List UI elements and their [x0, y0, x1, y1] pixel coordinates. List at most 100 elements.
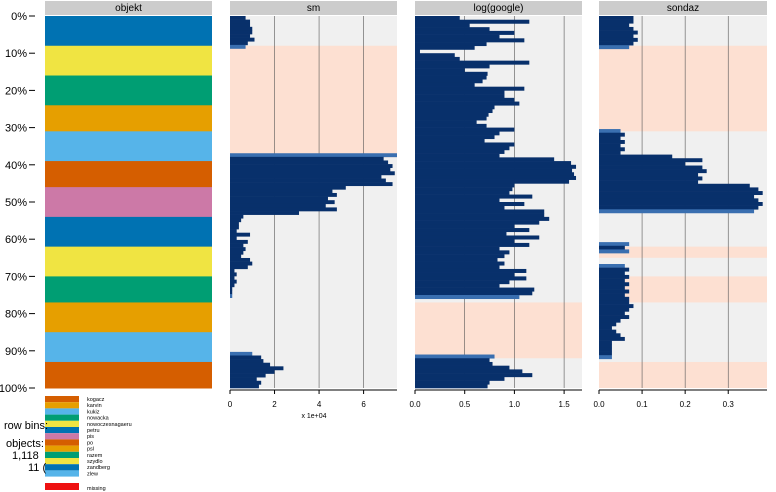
bar-google: [415, 365, 510, 370]
panel-header-objekt: [45, 1, 212, 15]
missing-band: [599, 361, 767, 388]
bar-google: [415, 205, 505, 210]
bar-google: [415, 283, 500, 288]
bar-google: [415, 94, 505, 99]
bar-sm: [230, 19, 251, 24]
bar-google: [415, 120, 477, 125]
bar-google: [415, 198, 500, 203]
bar-sondaz: [599, 289, 630, 294]
bin-size: 11 (: [28, 462, 47, 474]
x-tick-label: 1.5: [559, 400, 571, 409]
bar-google: [415, 216, 550, 221]
row-label: 60%: [5, 234, 27, 246]
bar-sondaz: [599, 202, 763, 206]
legend-label: psl: [87, 447, 94, 453]
bar-sm: [230, 257, 251, 262]
bar-google: [415, 101, 520, 106]
bar-google: [415, 224, 515, 229]
bar-google: [415, 153, 500, 158]
bar-sondaz: [599, 41, 634, 46]
bar-sm: [230, 200, 335, 205]
bar-google: [415, 235, 540, 240]
bar-google: [415, 71, 488, 76]
bar-google: [415, 268, 527, 273]
bar-sondaz: [599, 274, 630, 279]
objects-count: 1,118: [12, 450, 39, 462]
bar-google: [415, 109, 493, 114]
bar-google: [415, 354, 495, 359]
bar-sm: [230, 214, 244, 219]
bar-google: [415, 369, 523, 374]
legend-label: szydlo: [87, 459, 103, 465]
bar-google: [415, 23, 470, 28]
panel-title-objekt: objekt: [115, 3, 142, 14]
x-tick-label: 0: [228, 400, 233, 409]
objekt-band: [45, 161, 212, 188]
bar-sm: [230, 355, 262, 360]
legend-swatch: [45, 427, 79, 434]
legend-swatch: [45, 439, 79, 446]
bar-sm: [230, 377, 257, 382]
bar-google: [415, 30, 515, 35]
bar-google: [415, 250, 510, 255]
bar-sondaz: [599, 285, 625, 290]
bar-google: [415, 27, 490, 32]
bar-google: [415, 60, 530, 65]
x-tick-label: 0.0: [593, 400, 605, 409]
bar-google: [415, 112, 489, 117]
bar-sm: [230, 196, 328, 201]
panel-header-sm: [230, 1, 397, 15]
bar-google: [415, 291, 533, 296]
bar-sondaz: [599, 344, 612, 349]
bar-sondaz: [599, 278, 625, 283]
bar-sm: [230, 221, 239, 226]
bar-sondaz: [599, 191, 763, 196]
objekt-band: [45, 302, 212, 333]
bar-sondaz: [599, 150, 621, 155]
bar-google: [415, 16, 460, 21]
bar-sm: [230, 247, 246, 252]
bar-sondaz: [599, 318, 621, 323]
bar-sondaz: [599, 245, 625, 250]
bar-google: [415, 179, 570, 184]
bar-sondaz: [599, 169, 707, 174]
bar-sondaz: [599, 19, 634, 24]
bar-sondaz: [599, 183, 750, 188]
bar-google: [415, 280, 510, 285]
bar-sm: [230, 243, 244, 248]
bar-google: [415, 82, 475, 87]
bar-google: [415, 116, 487, 121]
bar-sm: [230, 254, 242, 259]
bar-sondaz: [599, 140, 625, 144]
bar-sm: [230, 250, 244, 255]
bar-sondaz: [599, 16, 634, 20]
bar-google: [415, 172, 575, 177]
legend-label: razem: [87, 453, 103, 459]
bar-sondaz: [599, 172, 699, 177]
missing-band: [230, 45, 397, 158]
row-label: 80%: [5, 309, 27, 321]
bar-sm: [230, 294, 233, 299]
bar-google: [415, 373, 533, 378]
bar-google: [415, 68, 465, 73]
x-tick-label: 0.1: [637, 400, 649, 409]
bar-sm: [230, 16, 246, 20]
panel-header-google: [415, 1, 582, 15]
bar-sm: [230, 232, 251, 237]
bar-sondaz: [599, 176, 703, 181]
row-label: 70%: [5, 271, 27, 283]
legend-label: zandberg: [87, 465, 110, 471]
bar-sondaz: [599, 147, 625, 152]
bar-sondaz: [599, 322, 617, 327]
bar-sondaz: [599, 293, 625, 298]
bar-google: [415, 246, 500, 251]
bar-sondaz: [599, 198, 759, 203]
missing-band: [415, 302, 582, 359]
bar-sondaz: [599, 34, 634, 39]
bar-sm: [230, 369, 275, 374]
bar-google: [415, 53, 455, 58]
bar-google: [415, 261, 505, 266]
legend-label-missing: missing: [87, 486, 106, 492]
bar-google: [415, 157, 555, 162]
